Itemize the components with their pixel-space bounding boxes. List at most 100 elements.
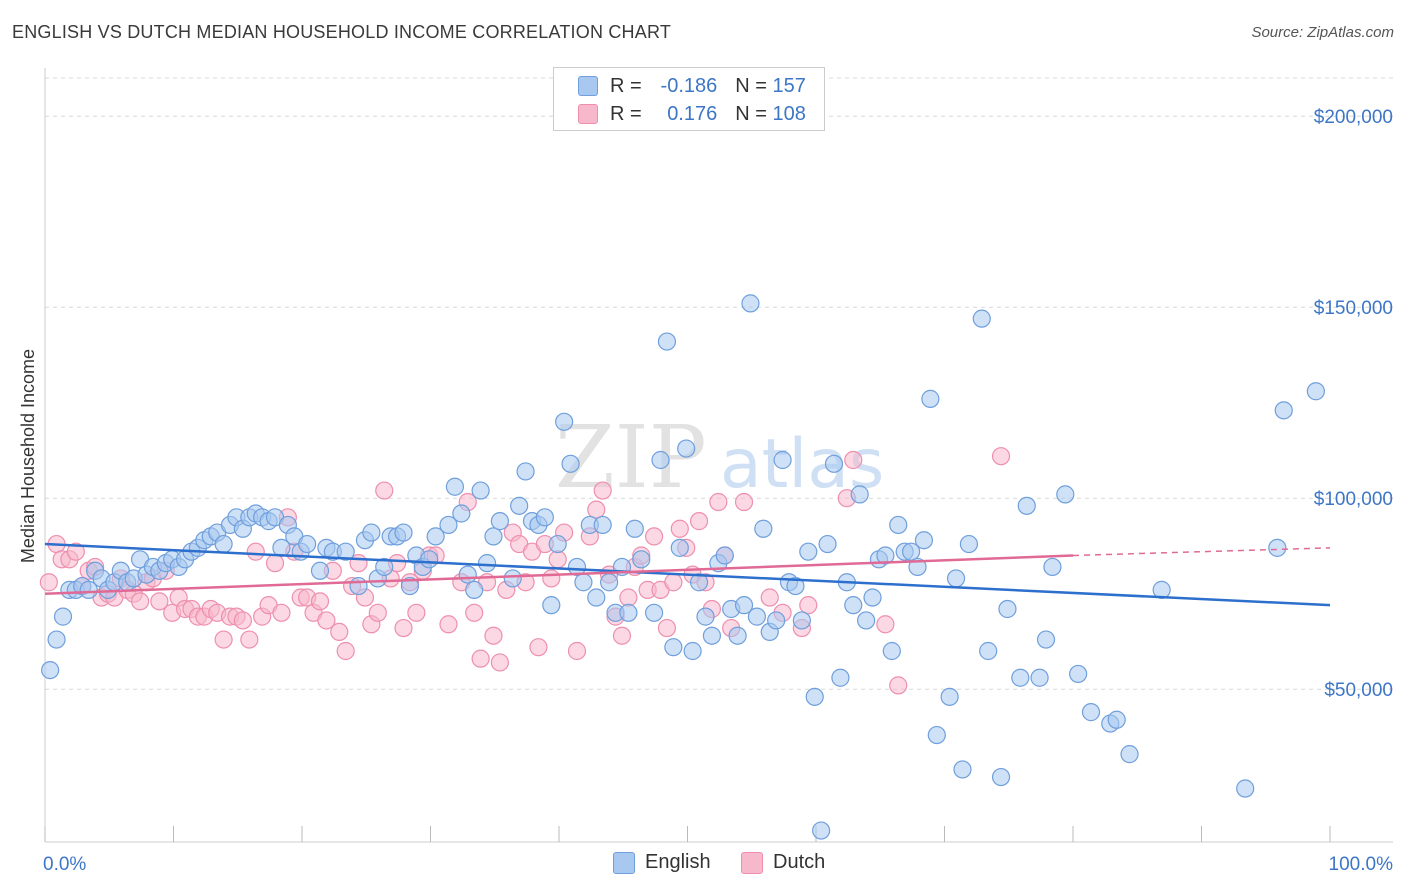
english-point — [490, 512, 509, 531]
dutch-point — [664, 573, 683, 592]
dutch-point — [844, 450, 863, 470]
english-point — [1306, 382, 1325, 401]
dutch-point — [465, 603, 484, 622]
english-point — [298, 534, 317, 554]
english-point — [792, 611, 811, 630]
english-point — [1268, 538, 1287, 557]
chart-title: ENGLISH VS DUTCH MEDIAN HOUSEHOLD INCOME… — [12, 22, 672, 42]
legend-label-dutch: Dutch — [773, 851, 826, 873]
dutch-point — [310, 592, 330, 611]
trend-lines — [44, 542, 1331, 607]
dutch-point — [407, 603, 426, 622]
y-tick-label: $50,000 — [1324, 680, 1393, 701]
dutch-point — [760, 588, 779, 607]
y-tick-label: $150,000 — [1314, 298, 1393, 319]
dutch-point — [336, 641, 355, 661]
english-point — [972, 309, 991, 328]
english-point — [593, 515, 612, 535]
english-point — [535, 508, 554, 527]
english-point — [47, 630, 66, 649]
dutch-point — [471, 649, 490, 668]
dutch-point — [330, 622, 349, 642]
english-point — [940, 687, 959, 706]
english-point — [805, 687, 824, 706]
english-point — [651, 450, 670, 470]
english-point — [1081, 703, 1101, 722]
dutch-point — [567, 641, 587, 661]
dutch-point — [272, 603, 291, 622]
english-point — [799, 542, 818, 561]
x-tick-label-min: 0.0% — [43, 854, 86, 875]
dutch-point — [542, 569, 561, 588]
english-point — [484, 527, 503, 546]
dutch-point — [130, 592, 150, 611]
english-point — [53, 607, 73, 626]
dutch-swatch — [578, 104, 598, 124]
dutch-point — [587, 500, 606, 519]
y-axis-title: Median Household Income — [18, 349, 38, 563]
english-point — [1017, 496, 1036, 515]
english-swatch — [578, 76, 598, 96]
english-point — [953, 760, 972, 779]
english-point — [41, 660, 60, 680]
english-point — [696, 607, 715, 626]
dutch-trend-line — [44, 554, 1074, 595]
watermark-zip: ZIP — [555, 408, 707, 508]
english-point — [349, 576, 368, 596]
dutch-point — [368, 603, 387, 622]
english-point — [670, 538, 689, 557]
english-point — [857, 611, 876, 630]
english-point — [889, 515, 908, 535]
english-point — [657, 332, 677, 351]
n-value-dutch: 108 — [772, 102, 806, 125]
english-point — [79, 580, 98, 599]
dutch-point — [439, 615, 458, 634]
english-point — [426, 527, 445, 546]
dutch-point — [317, 611, 336, 630]
y-tick-label: $200,000 — [1314, 107, 1393, 128]
english-point — [1107, 710, 1126, 729]
legend-item-dutch[interactable]: Dutch — [741, 851, 825, 874]
english-point — [439, 515, 458, 535]
n-label: N = — [735, 102, 767, 125]
english-point — [863, 588, 882, 607]
dutch-point — [548, 550, 567, 569]
english-point — [336, 542, 355, 561]
dutch-point — [66, 542, 85, 561]
english-point — [1236, 779, 1255, 798]
english-point — [664, 638, 683, 657]
english-point — [516, 462, 535, 481]
english-point — [1011, 668, 1030, 687]
english-point — [465, 580, 484, 599]
legend-item-english[interactable]: English — [613, 851, 711, 874]
english-point — [773, 450, 792, 470]
english-point — [677, 439, 696, 458]
english-point — [1274, 401, 1293, 420]
english-point — [683, 641, 702, 661]
stats-legend: R = -0.186 N = 157 R = 0.176 N = 108 — [553, 67, 825, 131]
dutch-point — [657, 618, 677, 638]
english-point — [914, 531, 934, 550]
english-point — [741, 294, 760, 313]
english-point — [542, 596, 561, 615]
r-value-dutch: 0.176 — [667, 102, 718, 125]
r-label: R = — [610, 74, 642, 97]
dutch-point — [799, 596, 818, 615]
dutch-swatch — [741, 851, 763, 874]
english-point — [689, 573, 709, 592]
axes: $50,000 $100,000 $150,000 $200,000 — [44, 68, 1393, 843]
english-point — [503, 569, 522, 588]
english-point — [548, 534, 567, 554]
n-value-english: 157 — [772, 74, 806, 97]
source-label: Source: ZipAtlas.com — [1251, 24, 1394, 41]
english-point — [728, 626, 747, 645]
english-point — [587, 588, 606, 607]
english-point — [452, 504, 471, 523]
y-tick-label: $100,000 — [1314, 489, 1393, 510]
english-point — [747, 607, 766, 626]
dutch-point — [394, 618, 413, 638]
n-label: N = — [735, 74, 767, 97]
dutch-point — [709, 492, 728, 512]
english-point — [1030, 668, 1049, 687]
